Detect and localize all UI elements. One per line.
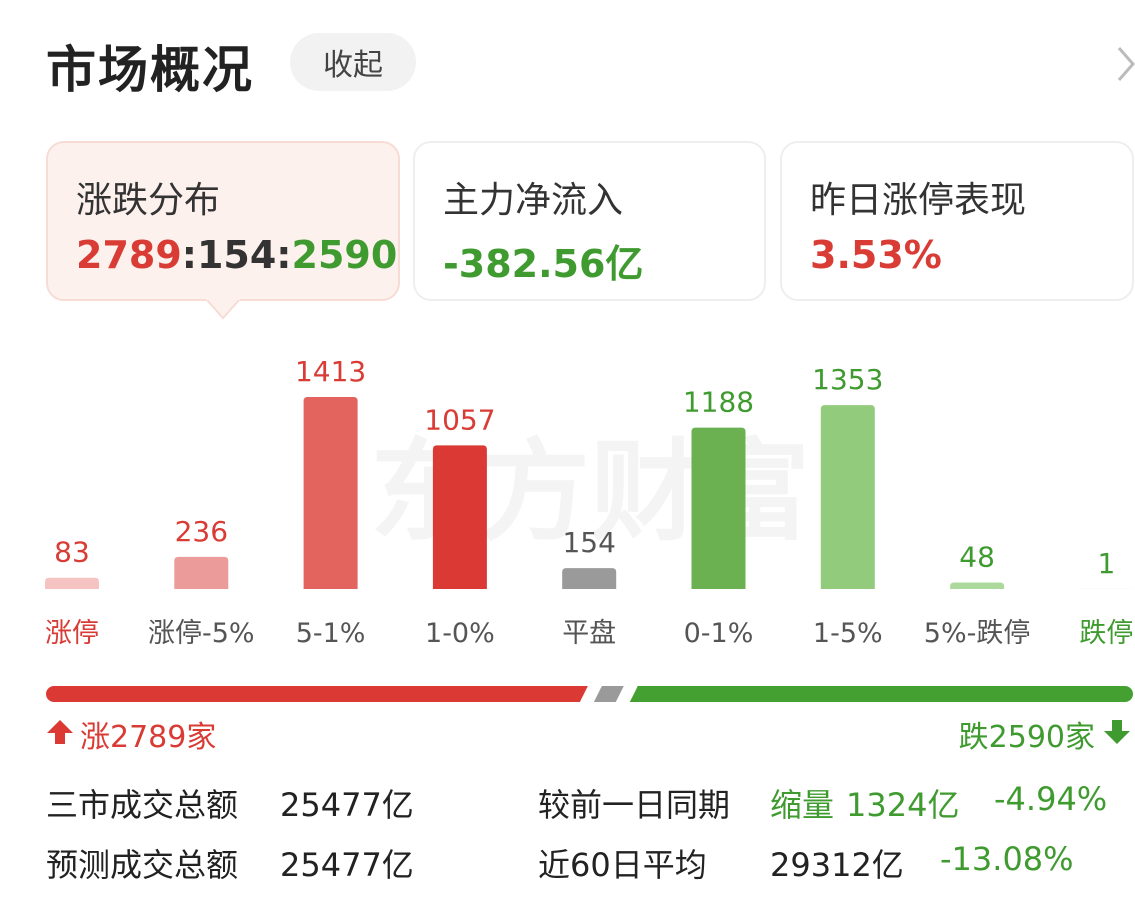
down-arrow-icon [1104, 720, 1130, 744]
category-label: 涨停 [45, 618, 99, 649]
unit: 家 [1065, 720, 1095, 755]
up-count: 2789 [76, 233, 182, 277]
bar-chart: 东方财富 83涨停236涨停-5%14135-1%10571-0%154平盘11… [45, 355, 1134, 649]
down-count: 2590 [291, 233, 398, 277]
page-title: 市场概况 [46, 41, 254, 99]
stat-label: 近60日平均 [538, 846, 707, 884]
bar [820, 405, 875, 589]
bar [45, 577, 99, 589]
chevron-icon[interactable] [1115, 44, 1135, 84]
up-arrow-icon [47, 720, 73, 744]
stat-value: 25477亿 [280, 846, 414, 884]
card[interactable]: 昨日涨停表现 3.53% [780, 141, 1134, 301]
category-label: 1-0% [425, 618, 495, 649]
bar [562, 568, 617, 589]
separator: : [276, 233, 292, 277]
category-label: 平盘 [562, 618, 616, 649]
card-title: 主力净流入 [443, 180, 624, 221]
unit: 家 [186, 720, 217, 755]
value-label: 1413 [295, 355, 366, 388]
up-prefix: 涨 [80, 720, 110, 755]
stat-tag: 缩量 [770, 786, 835, 824]
bar [432, 445, 487, 589]
card-value: 2789:154:2590 [76, 233, 397, 277]
card-title: 涨跌分布 [76, 180, 221, 221]
up-count: 2789 [110, 720, 187, 755]
category-label: 跌停 [1079, 618, 1133, 649]
breadth-segment [629, 686, 1133, 702]
separator: : [181, 233, 197, 277]
stat-label: 三市成交总额 [46, 786, 239, 824]
category-label: 5-1% [296, 618, 366, 649]
category-label: 5%-跌停 [924, 618, 1031, 649]
card-pointer [206, 298, 240, 320]
stat-change: -4.94% [994, 780, 1108, 818]
stat-amount: 1324亿 [846, 786, 960, 824]
value-label: 1 [1097, 547, 1115, 580]
flat-count: 154 [196, 233, 277, 277]
card-value: -382.56亿 [443, 242, 644, 286]
stat-value: 25477亿 [280, 786, 414, 824]
value-label: 48 [959, 540, 995, 573]
value-label: 236 [175, 515, 228, 548]
stat-change: -13.08% [940, 840, 1074, 878]
card-title: 昨日涨停表现 [810, 180, 1027, 221]
value-label: 1353 [812, 363, 883, 396]
value-label: 83 [54, 536, 90, 569]
breadth-segment [46, 686, 588, 702]
stat-amount: 29312亿 [770, 846, 904, 884]
breadth-segment [593, 686, 624, 702]
card[interactable]: 涨跌分布 2789:154:2590 [46, 141, 400, 301]
category-label: 涨停-5% [148, 618, 255, 649]
card[interactable]: 主力净流入 -382.56亿 [413, 141, 766, 301]
card-value: 3.53% [810, 233, 942, 277]
up-summary: 涨2789家 [80, 712, 216, 756]
down-prefix: 跌 [958, 720, 989, 755]
stat-label: 预测成交总额 [46, 846, 239, 884]
bar [174, 556, 229, 589]
value-label: 1188 [683, 386, 754, 419]
down-count: 2590 [988, 720, 1065, 755]
collapse-button[interactable]: 收起 [290, 33, 416, 91]
stat-label: 较前一日同期 [538, 786, 731, 824]
category-label: 1-5% [813, 618, 883, 649]
breadth-bar [46, 686, 1133, 702]
bar [691, 427, 746, 589]
bar [950, 582, 1005, 589]
bar [303, 397, 358, 589]
value-label: 1057 [424, 403, 495, 436]
category-label: 0-1% [684, 618, 754, 649]
value-label: 154 [562, 526, 615, 559]
down-summary: 跌2590家 [959, 712, 1095, 756]
